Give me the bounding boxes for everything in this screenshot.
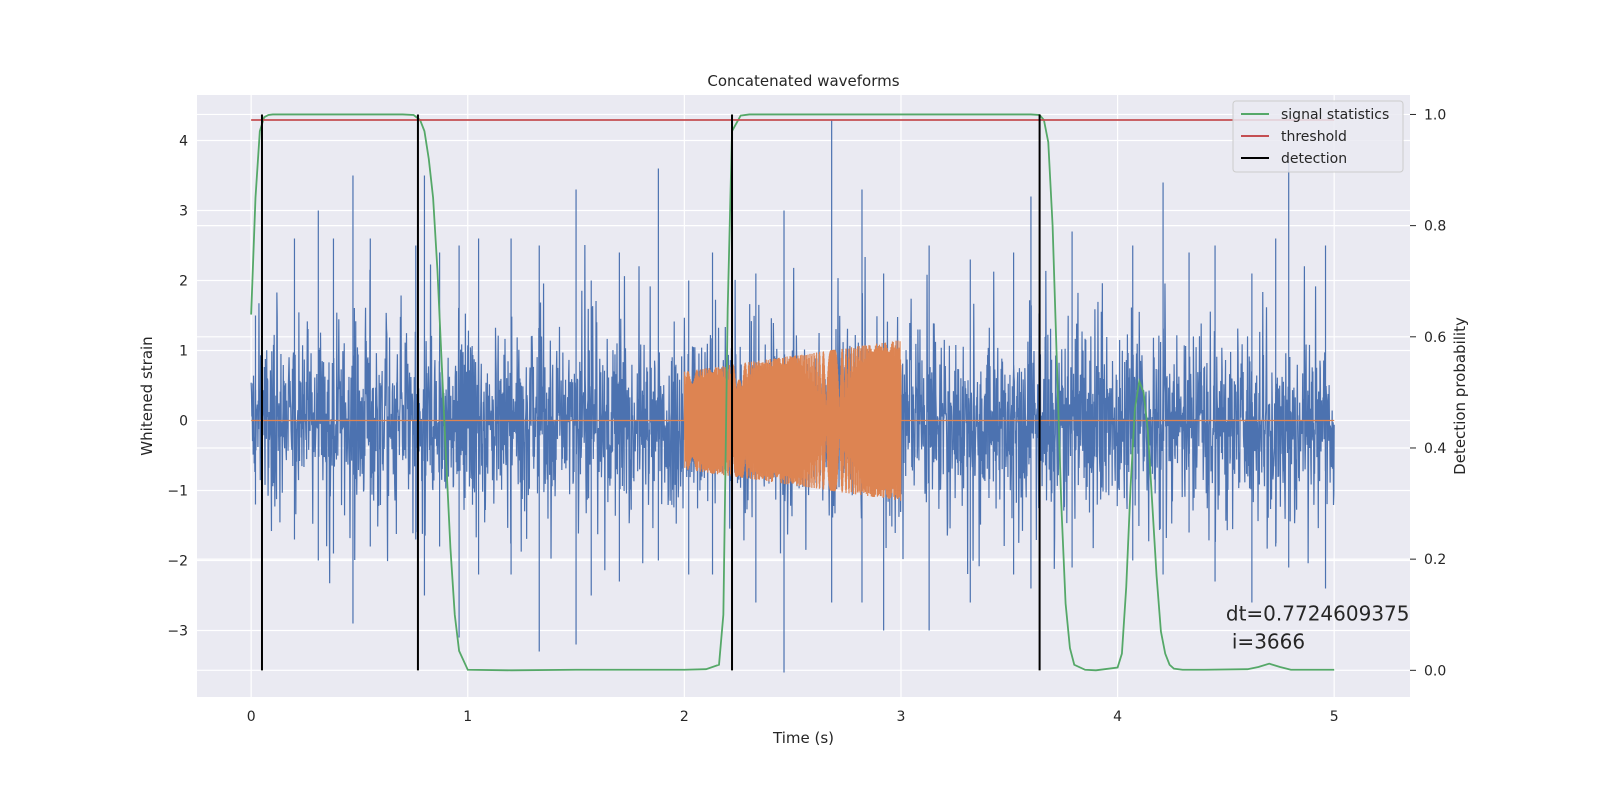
- x-tick-label: 4: [1113, 709, 1122, 725]
- y-tick-label: 0: [179, 414, 188, 430]
- legend-label: detection: [1281, 151, 1347, 167]
- y-tick-label-right: 0.6: [1424, 330, 1446, 346]
- y-tick-label-right: 1.0: [1424, 107, 1446, 123]
- y-tick-label-right: 0.0: [1424, 663, 1446, 679]
- x-axis-label: Time (s): [772, 729, 834, 747]
- y-axis-label-right: Detection probability: [1451, 317, 1469, 475]
- x-tick-label: 3: [897, 709, 906, 725]
- y-tick-label: −1: [167, 484, 188, 500]
- y-tick-label-right: 0.8: [1424, 219, 1446, 235]
- y-tick-label: 3: [179, 204, 188, 220]
- y-tick-label: 2: [179, 274, 188, 290]
- plot-content: [250, 113, 1335, 673]
- x-tick-label: 5: [1330, 709, 1339, 725]
- legend-label: threshold: [1281, 129, 1347, 145]
- axis-ticks: 0 1 2 3 4 5 −3 −2 −1 0 1 2 3 4 0.0 0.2 0.4 0.6 0.8 1.0: [167, 107, 1446, 725]
- x-tick-label: 0: [247, 709, 256, 725]
- legend-box: [1232, 100, 1404, 173]
- y-tick-label: −3: [167, 624, 188, 640]
- x-tick-label: 2: [680, 709, 689, 725]
- y-tick-label: 4: [179, 134, 188, 150]
- chart-title: Concatenated waveforms: [707, 72, 899, 90]
- detection-lines: [260, 114, 1041, 671]
- series-line-injected-waveform: [251, 340, 1335, 501]
- x-tick-label: 1: [463, 709, 472, 725]
- annotation-index: i=3666: [1232, 630, 1305, 654]
- annotation-dt: dt=0.7724609375: [1226, 602, 1410, 626]
- y-tick-label-right: 0.4: [1424, 441, 1446, 457]
- y-tick-label: −2: [167, 554, 188, 570]
- y-tick-label-right: 0.2: [1424, 552, 1446, 568]
- legend-label: signal statistics: [1281, 107, 1389, 123]
- series-line-signal-statistics: [250, 113, 1335, 672]
- y-axis-label: Whitened strain: [138, 336, 156, 455]
- y-tick-label: 1: [179, 344, 188, 360]
- legend: signal statistics threshold detection: [1232, 100, 1404, 173]
